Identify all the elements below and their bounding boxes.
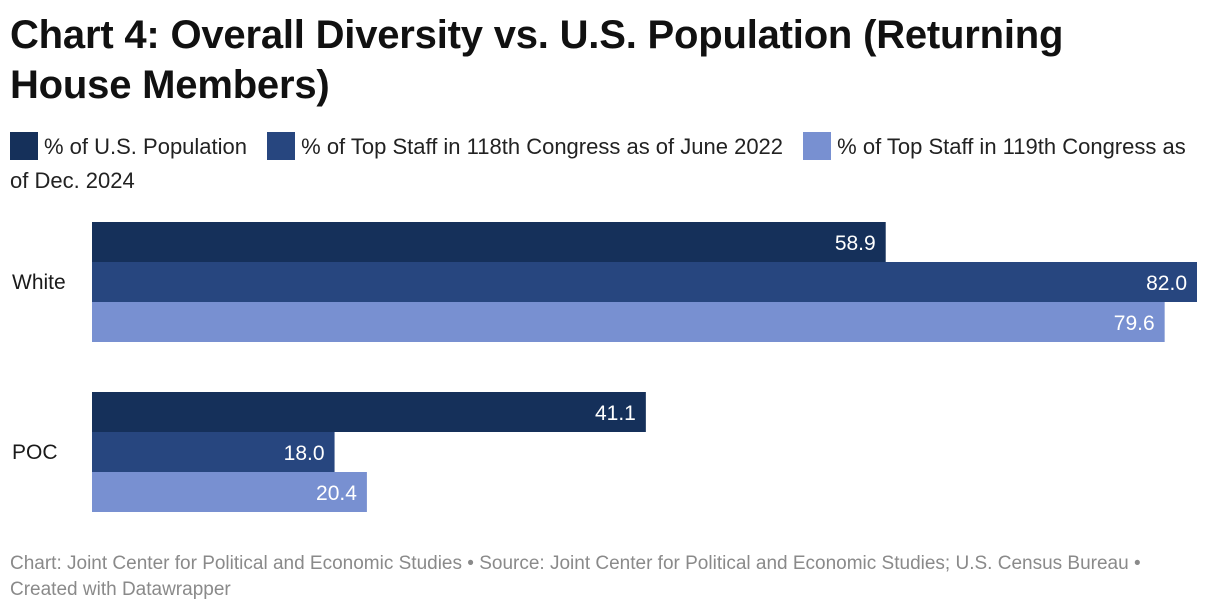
legend-item-us-population: % of U.S. Population xyxy=(10,132,248,160)
legend-swatch-118th-congress xyxy=(267,132,296,160)
bar-poc-series-0 xyxy=(92,392,646,432)
value-label-white-series-1: 82.0 xyxy=(1146,272,1187,295)
bar-white-series-2 xyxy=(92,302,1165,342)
legend-label-118th-congress: % of Top Staff in 118th Congress as of J… xyxy=(301,134,784,159)
value-label-white-series-2: 79.6 xyxy=(1114,312,1155,335)
value-label-poc-series-2: 20.4 xyxy=(316,482,357,505)
bar-white-series-1 xyxy=(92,262,1197,302)
bar-chart: White 58.9 82.0 79.6 POC 41.1 18.0 20.4 xyxy=(12,222,1197,512)
legend: % of U.S. Population % of Top Staff in 1… xyxy=(10,130,1200,198)
legend-swatch-us-population xyxy=(10,132,38,160)
value-label-poc-series-0: 41.1 xyxy=(595,402,636,425)
chart-footer: Chart: Joint Center for Political and Ec… xyxy=(10,553,1141,600)
legend-label-us-population: % of U.S. Population xyxy=(44,134,248,159)
value-label-white-series-0: 58.9 xyxy=(835,232,876,255)
category-label-poc: POC xyxy=(12,441,58,464)
legend-item-119th-congress: % of Top Staff in 119th Congress as of D… xyxy=(10,132,1186,193)
legend-swatch-119th-congress xyxy=(803,132,832,160)
chart-title: Chart 4: Overall Diversity vs. U.S. Popu… xyxy=(10,13,1064,107)
bar-poc-series-2 xyxy=(92,472,367,512)
value-label-poc-series-1: 18.0 xyxy=(284,442,325,465)
legend-item-118th-congress: % of Top Staff in 118th Congress as of J… xyxy=(267,132,784,160)
category-label-white: White xyxy=(12,271,66,294)
bar-white-series-0 xyxy=(92,222,886,262)
bar-poc-series-1 xyxy=(92,432,335,472)
legend-label-119th-congress: % of Top Staff in 119th Congress as of D… xyxy=(10,134,1186,193)
